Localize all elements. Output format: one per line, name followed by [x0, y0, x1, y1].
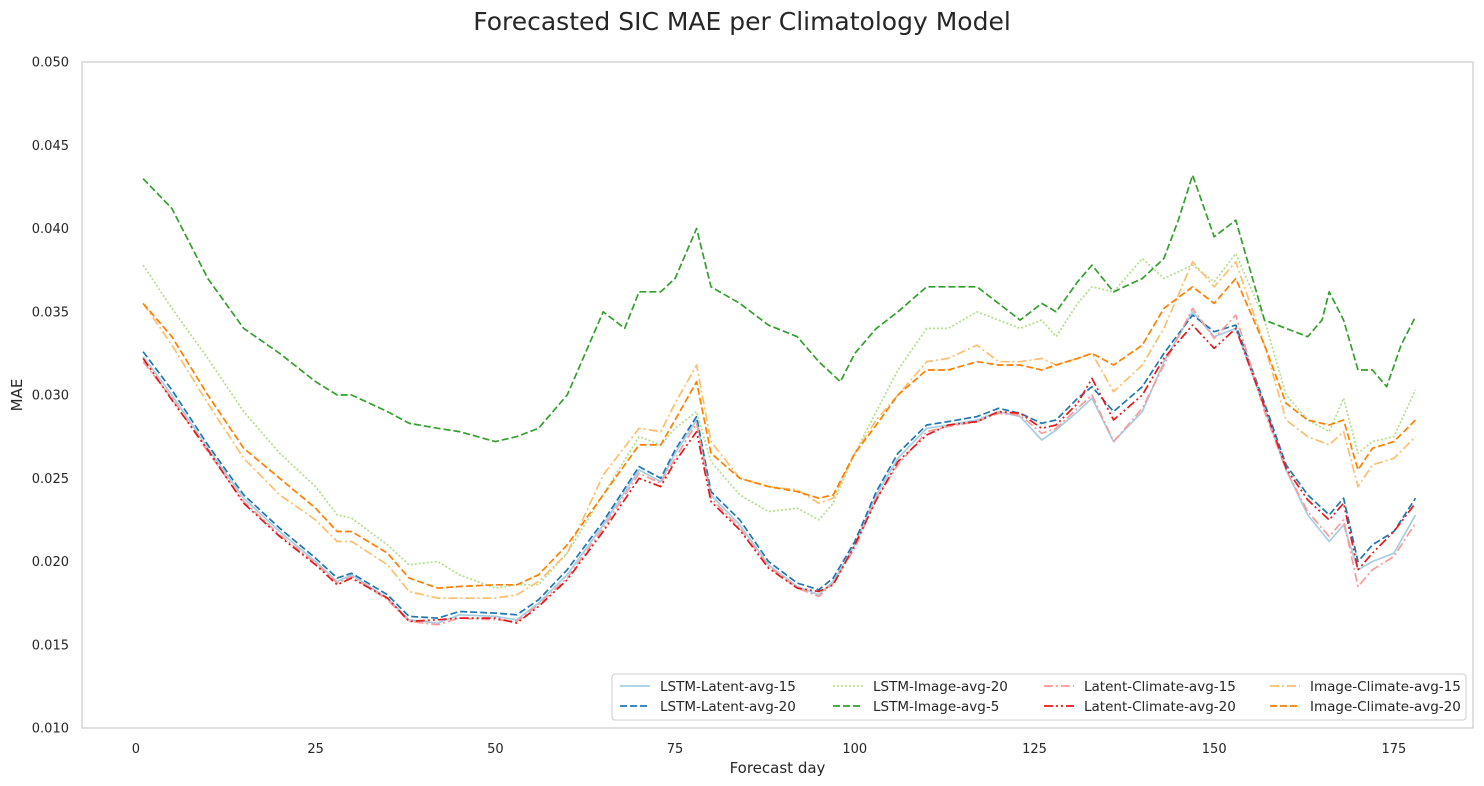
legend-box — [611, 673, 1467, 721]
series-line-latent-climate-avg-15 — [142, 307, 1417, 626]
series-line-lstm-image-avg-20 — [142, 252, 1417, 589]
y-tick-label: 0.025 — [32, 472, 69, 487]
y-axis: 0.010 0.015 0.020 0.025 0.030 0.035 0.040 0.045… — [32, 56, 69, 737]
legend-label: Latent-Climate-avg-15 — [1084, 679, 1236, 695]
x-tick-label: 25 — [307, 742, 324, 757]
x-tick-label: 50 — [487, 742, 504, 757]
y-tick-label: 0.050 — [32, 56, 69, 71]
chart-title: Forecasted SIC MAE per Climatology Model — [473, 7, 1011, 36]
series-line-image-climate-avg-15 — [142, 260, 1417, 599]
x-tick-label: 150 — [1202, 742, 1227, 757]
legend-label: Latent-Climate-avg-20 — [1084, 699, 1236, 715]
plot-area — [81, 61, 1474, 729]
legend-label: Image-Climate-avg-15 — [1310, 679, 1461, 695]
x-tick-label: 0 — [132, 742, 140, 757]
y-tick-label: 0.015 — [32, 638, 69, 653]
x-axis-label: Forecast day — [730, 759, 826, 777]
legend-label: LSTM-Image-avg-20 — [873, 679, 1008, 695]
series-lines — [142, 174, 1417, 626]
y-tick-label: 0.040 — [32, 222, 69, 237]
y-axis-label: MAE — [8, 379, 26, 412]
y-tick-label: 0.030 — [32, 389, 69, 404]
legend: LSTM-Latent-avg-15 LSTM-Latent-avg-20 LSTM… — [611, 673, 1467, 721]
y-tick-label: 0.035 — [32, 305, 69, 320]
y-tick-label: 0.045 — [32, 139, 69, 154]
series-line-lstm-latent-avg-20 — [142, 314, 1417, 619]
series-line-image-climate-avg-20 — [142, 277, 1417, 589]
legend-label: LSTM-Image-avg-5 — [873, 699, 999, 715]
x-tick-label: 125 — [1022, 742, 1047, 757]
legend-label: LSTM-Latent-avg-15 — [660, 679, 796, 695]
legend-label: Image-Climate-avg-20 — [1310, 699, 1461, 715]
y-tick-label: 0.010 — [32, 722, 69, 737]
legend-label: LSTM-Latent-avg-20 — [660, 699, 796, 715]
y-tick-label: 0.020 — [32, 555, 69, 570]
x-tick-label: 175 — [1382, 742, 1407, 757]
series-line-lstm-image-avg-5 — [142, 174, 1417, 443]
x-tick-label: 75 — [667, 742, 684, 757]
x-tick-label: 100 — [842, 742, 867, 757]
x-axis: 0 25 50 75 100 125 150 175 — [132, 742, 1407, 757]
series-line-latent-climate-avg-20 — [142, 324, 1417, 624]
